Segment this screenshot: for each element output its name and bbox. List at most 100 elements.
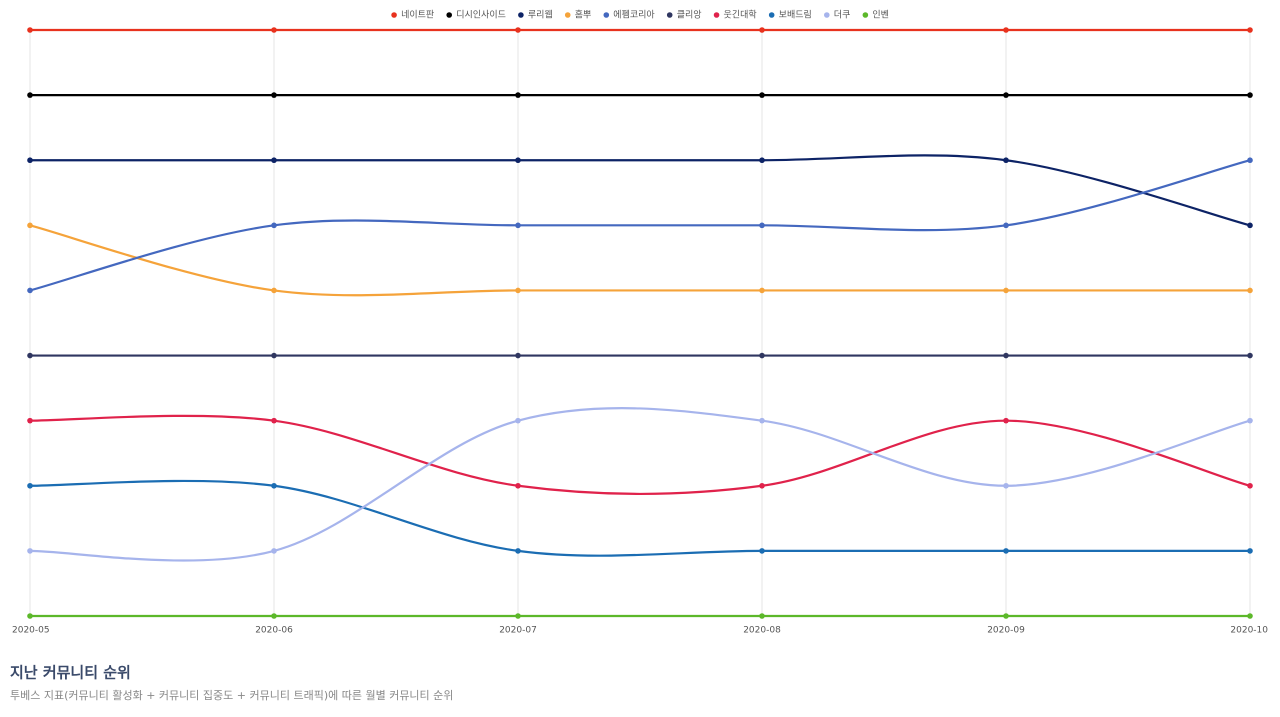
data-point [271, 352, 277, 359]
x-tick-label: 2020-10 [1230, 626, 1268, 636]
legend-marker [823, 12, 830, 18]
data-point [515, 287, 521, 294]
data-point [27, 157, 33, 164]
legend-item: 클리앙 [666, 9, 702, 21]
data-point [271, 27, 277, 33]
data-point [1247, 92, 1253, 98]
data-point [27, 92, 33, 98]
legend-marker [862, 12, 869, 18]
legend-label: 보배드림 [779, 9, 812, 21]
legend-label: 클리앙 [677, 9, 702, 21]
data-point [515, 222, 521, 229]
legend-item: 더쿠 [823, 10, 851, 21]
data-point [515, 352, 521, 359]
data-point [27, 287, 33, 294]
data-point [759, 27, 765, 33]
legend-marker [666, 12, 673, 18]
series-line [29, 154, 1251, 227]
legend-marker [768, 12, 775, 18]
data-point [1003, 222, 1009, 229]
data-point [1247, 548, 1253, 554]
legend-label: 루리웹 [528, 10, 553, 21]
legend-label: 에펨코리아 [613, 10, 655, 21]
data-point [759, 157, 765, 164]
series-line [29, 414, 1251, 496]
data-point [1247, 222, 1253, 229]
data-point [515, 27, 521, 33]
data-point [271, 287, 277, 294]
data-point [1247, 287, 1253, 294]
x-tick-label: 2020-09 [987, 626, 1025, 636]
data-point [759, 92, 765, 98]
legend-marker [518, 12, 524, 18]
data-point [271, 92, 277, 98]
data-point [1247, 482, 1253, 489]
data-point [759, 482, 765, 489]
data-point [1003, 157, 1009, 164]
legend-marker [713, 12, 720, 18]
data-point [27, 27, 33, 33]
series-line [29, 479, 1250, 557]
legend-marker [446, 12, 453, 18]
legend-label: 네이트판 [401, 10, 434, 21]
legend-item: 웃긴대학 [713, 10, 757, 21]
data-point [1247, 417, 1253, 424]
chart-title: 지난 커뮤니티 순위 [10, 664, 131, 682]
data-point [1003, 417, 1009, 424]
data-point [27, 222, 33, 229]
data-point [759, 287, 765, 294]
data-point [515, 482, 521, 489]
series-line [29, 159, 1251, 292]
legend-label: 디시인사이드 [456, 10, 506, 21]
data-point [759, 222, 765, 229]
data-point [759, 548, 765, 554]
x-tick-label: 2020-08 [743, 626, 781, 636]
legend: 네이트판 디시인사이드 루리웹 홈뿌 에펨코리아 클리앙 웃긴대학 보배드림 더쿠 인벤 [391, 9, 889, 21]
legend-label: 웃긴대학 [724, 10, 757, 21]
data-point [27, 417, 33, 424]
x-tick-label: 2020-05 [12, 626, 50, 636]
data-point [1247, 27, 1253, 33]
data-point [515, 417, 521, 424]
data-point [271, 548, 277, 554]
data-point [1003, 27, 1009, 33]
data-point [515, 92, 521, 98]
x-tick-label: 2020-06 [255, 626, 293, 636]
legend-item: 디시인사이드 [446, 10, 506, 21]
data-point [27, 613, 33, 619]
chart-subtitle: 투베스 지표(커뮤니티 활성화 + 커뮤니티 집중도 + 커뮤니티 트래픽)에 … [10, 688, 453, 702]
data-point [759, 352, 765, 359]
legend-marker [603, 12, 610, 18]
legend-item: 에펨코리아 [603, 10, 655, 21]
data-point [1247, 352, 1253, 359]
data-point [515, 613, 521, 619]
legend-item: 루리웹 [518, 10, 553, 21]
data-point [1003, 352, 1009, 359]
legend-label: 인벤 [872, 10, 889, 21]
legend-marker [564, 12, 571, 18]
series-line [29, 407, 1251, 562]
data-point [1247, 613, 1253, 619]
data-point [271, 222, 277, 229]
data-point [27, 352, 33, 359]
legend-label: 홈뿌 [575, 9, 592, 21]
data-point [1003, 92, 1009, 98]
data-point [1003, 613, 1009, 619]
legend-item: 인벤 [862, 10, 889, 21]
data-point [1003, 287, 1009, 294]
legend-label: 더쿠 [834, 10, 851, 21]
x-tick-label: 2020-07 [499, 626, 537, 636]
data-point [1003, 482, 1009, 489]
data-point [271, 157, 277, 164]
data-point [759, 417, 765, 424]
legend-item: 홈뿌 [564, 9, 592, 21]
data-point [271, 613, 277, 619]
data-point [515, 548, 521, 554]
legend-item: 보배드림 [768, 9, 812, 21]
data-point [27, 482, 33, 489]
legend-marker [391, 12, 397, 18]
data-point [271, 482, 277, 489]
legend-item: 네이트판 [391, 10, 434, 21]
series-line [29, 224, 1250, 297]
